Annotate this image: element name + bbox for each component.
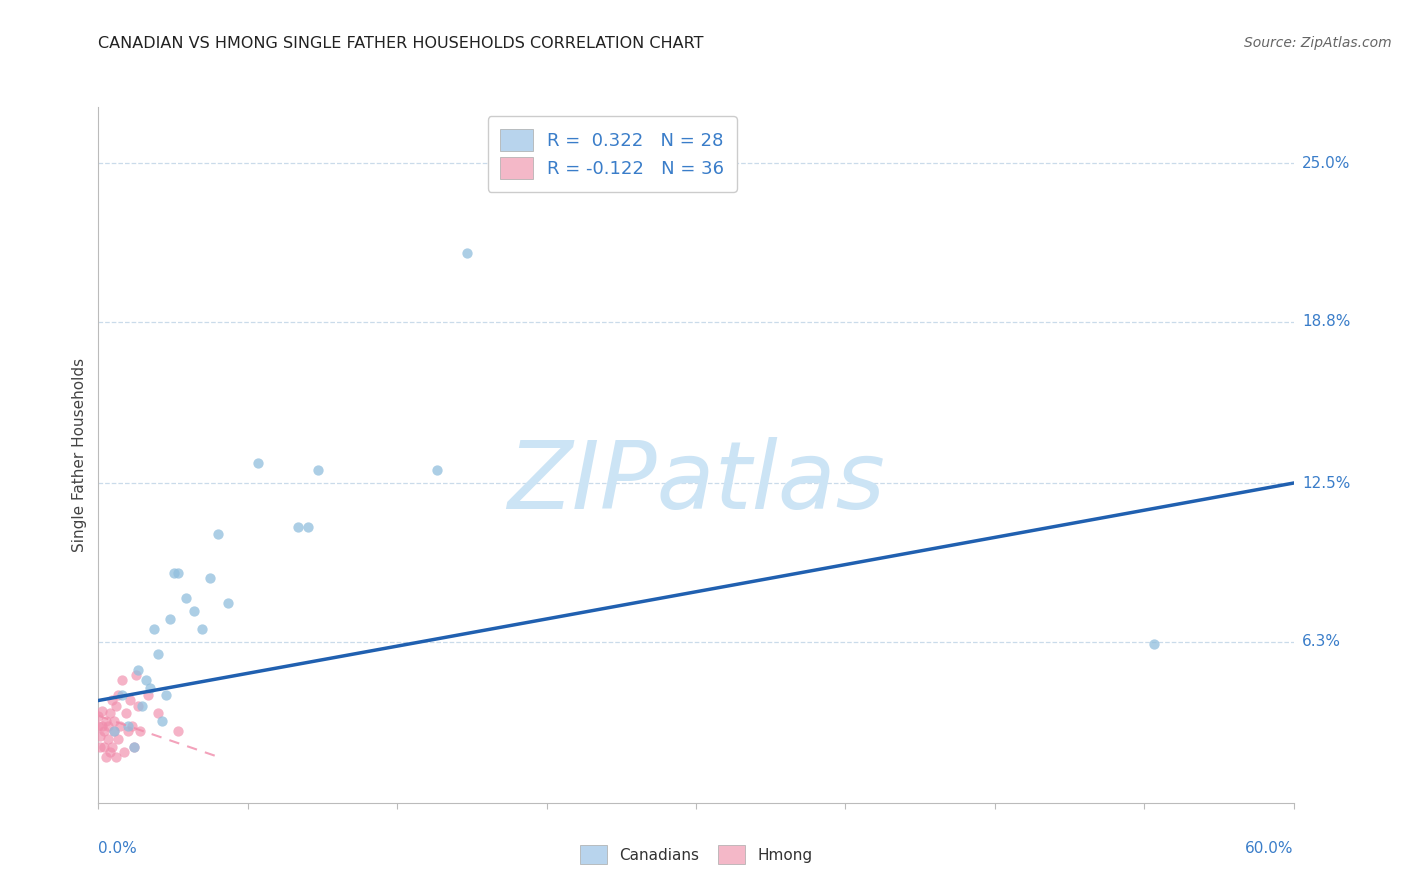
Point: [131, 698, 153, 713]
Point: [98, 745, 122, 759]
Point: [297, 519, 319, 533]
Point: [89, 729, 111, 743]
Point: [115, 706, 138, 721]
Text: CANADIAN VS HMONG SINGLE FATHER HOUSEHOLDS CORRELATION CHART: CANADIAN VS HMONG SINGLE FATHER HOUSEHOL…: [98, 36, 704, 51]
Point: [135, 673, 157, 687]
Point: [124, 739, 146, 754]
Point: [121, 719, 143, 733]
Text: 18.8%: 18.8%: [1302, 314, 1350, 329]
Point: [136, 689, 159, 703]
Text: 25.0%: 25.0%: [1302, 156, 1350, 170]
Text: 60.0%: 60.0%: [1246, 841, 1294, 856]
Point: [107, 731, 129, 746]
Point: [456, 245, 478, 260]
Point: [91, 719, 114, 733]
Point: [93, 739, 115, 754]
Point: [112, 745, 135, 759]
Point: [148, 648, 170, 662]
Point: [246, 456, 269, 470]
Point: [148, 706, 170, 721]
Y-axis label: Single Father Households: Single Father Households: [72, 358, 87, 552]
Point: [107, 689, 129, 703]
Point: [89, 739, 111, 754]
Point: [139, 681, 162, 695]
Text: Source: ZipAtlas.com: Source: ZipAtlas.com: [1244, 36, 1392, 50]
Point: [105, 698, 128, 713]
Point: [124, 739, 146, 754]
Point: [167, 724, 190, 739]
Text: 12.5%: 12.5%: [1302, 475, 1350, 491]
Point: [174, 591, 197, 606]
Point: [103, 714, 125, 728]
Point: [183, 604, 205, 618]
Point: [191, 622, 214, 636]
Point: [129, 724, 152, 739]
Point: [155, 689, 177, 703]
Point: [103, 724, 125, 739]
Point: [127, 698, 149, 713]
Point: [426, 463, 449, 477]
Point: [91, 704, 114, 718]
Point: [96, 714, 118, 728]
Point: [217, 596, 239, 610]
Point: [87, 708, 110, 723]
Legend: Canadians, Hmong: Canadians, Hmong: [572, 838, 820, 871]
Point: [87, 719, 110, 733]
Point: [127, 663, 149, 677]
Point: [1143, 637, 1166, 651]
Text: 0.0%: 0.0%: [98, 841, 138, 856]
Point: [103, 724, 125, 739]
Point: [111, 673, 134, 687]
Point: [105, 749, 128, 764]
Point: [117, 724, 139, 739]
Point: [198, 571, 221, 585]
Point: [207, 527, 229, 541]
Point: [307, 463, 329, 477]
Point: [150, 714, 173, 728]
Point: [98, 706, 122, 721]
Point: [101, 739, 124, 754]
Text: 6.3%: 6.3%: [1302, 634, 1341, 649]
Point: [120, 693, 142, 707]
Point: [125, 668, 148, 682]
Point: [287, 519, 309, 533]
Point: [97, 731, 120, 746]
Point: [96, 749, 118, 764]
Point: [167, 566, 190, 580]
Point: [143, 622, 166, 636]
Point: [110, 719, 132, 733]
Point: [101, 693, 124, 707]
Point: [159, 612, 181, 626]
Point: [97, 719, 120, 733]
Text: ZIPatlas: ZIPatlas: [508, 437, 884, 528]
Point: [117, 719, 139, 733]
Point: [93, 724, 115, 739]
Point: [163, 566, 186, 580]
Point: [111, 689, 134, 703]
